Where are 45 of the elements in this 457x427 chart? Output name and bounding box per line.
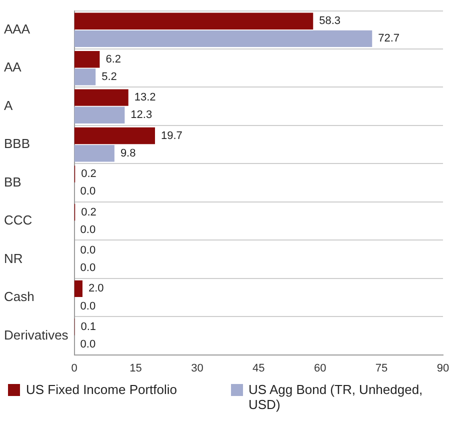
data-label: 6.2 xyxy=(106,53,121,66)
y-tick-label: BBB xyxy=(4,136,30,152)
data-label: 9.8 xyxy=(120,147,136,160)
bar xyxy=(74,280,82,298)
bar xyxy=(74,89,128,106)
y-tick-label: NR xyxy=(4,250,23,266)
data-label: 12.3 xyxy=(130,109,152,122)
bar xyxy=(74,145,114,162)
bar xyxy=(74,106,125,124)
y-tick-label: CCC xyxy=(4,212,32,228)
data-label: 0.0 xyxy=(80,224,96,236)
y-tick-label: A xyxy=(4,98,13,113)
data-label: 2.0 xyxy=(88,282,104,295)
x-tick-label: 15 xyxy=(130,362,142,374)
data-label: 0.1 xyxy=(80,320,96,333)
legend-label: US Agg Bond (TR, Unhedged, USD) xyxy=(248,382,424,412)
data-label: 0.2 xyxy=(81,168,96,180)
data-label: 5.2 xyxy=(102,70,117,83)
bar xyxy=(74,127,155,144)
x-tick-label: 0 xyxy=(71,362,78,374)
x-tick-label: 75 xyxy=(375,362,388,374)
y-tick-label: BB xyxy=(4,174,22,190)
data-label: 0.0 xyxy=(80,338,96,351)
data-label: 19.7 xyxy=(161,130,182,142)
data-label: 0.0 xyxy=(80,300,96,312)
data-label: 13.2 xyxy=(134,92,156,104)
y-tick-label: AA xyxy=(4,60,22,75)
bar xyxy=(74,12,314,30)
bar xyxy=(74,30,372,48)
data-label: 72.7 xyxy=(378,32,400,45)
data-label: 0.2 xyxy=(81,206,96,218)
data-label: 0.0 xyxy=(80,186,96,198)
y-tick-label: Derivatives xyxy=(4,327,69,342)
y-tick-label: AAA xyxy=(4,21,30,36)
x-tick-label: 30 xyxy=(191,362,204,374)
x-tick-label: 90 xyxy=(436,362,450,374)
legend-label: US Fixed Income Portfolio xyxy=(26,382,178,397)
data-label: 0.0 xyxy=(80,244,96,256)
data-label: 0.0 xyxy=(80,262,96,274)
x-tick-label: 60 xyxy=(314,362,326,374)
bar xyxy=(74,50,100,68)
bar xyxy=(74,68,96,86)
data-label: 58.3 xyxy=(319,15,341,28)
x-tick-label: 45 xyxy=(252,362,265,374)
y-tick-label: Cash xyxy=(4,289,34,304)
